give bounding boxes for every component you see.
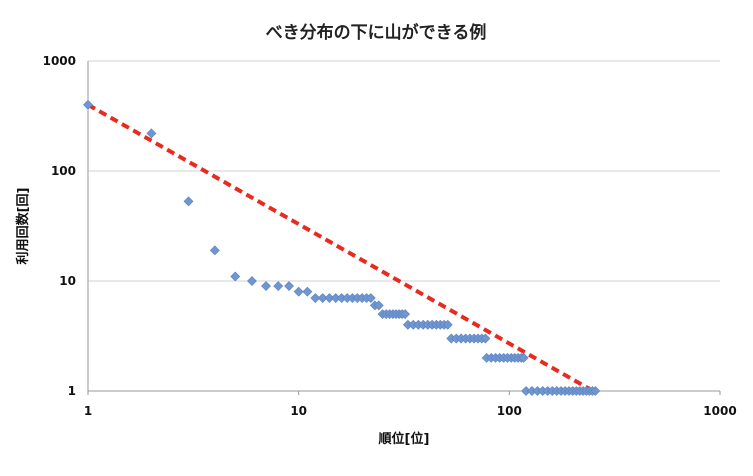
data-point (590, 386, 601, 396)
data-points (83, 99, 601, 396)
data-point (293, 286, 304, 297)
y-tick-label: 10 (59, 274, 76, 288)
data-point (209, 245, 220, 256)
data-point (310, 293, 321, 303)
data-point (317, 293, 328, 303)
data-point (365, 293, 376, 303)
data-point (247, 276, 257, 286)
axes (87, 61, 721, 395)
trend-line (87, 103, 595, 393)
data-point (373, 300, 384, 311)
x-tick-label: 100 (497, 404, 522, 418)
data-point (261, 281, 271, 291)
data-point (146, 128, 157, 139)
x-tick-label: 1 (84, 404, 92, 418)
data-point (480, 333, 491, 344)
x-axis-label: 順位[位] (379, 431, 430, 447)
y-axis-label: 利用回数[回] (15, 188, 31, 265)
data-point (518, 352, 529, 363)
data-point (400, 309, 411, 320)
y-tick-label: 100 (51, 164, 76, 178)
data-point (83, 99, 93, 110)
data-point (273, 281, 284, 291)
x-tick-label: 10 (290, 404, 307, 418)
data-point (442, 319, 453, 330)
y-tick-label: 1 (68, 384, 76, 398)
data-point (183, 196, 194, 207)
grid-lines (88, 60, 720, 282)
y-tick-label: 1000 (43, 54, 76, 68)
x-tick-label: 1000 (703, 404, 736, 418)
chart-title: べき分布の下に山ができる例 (266, 22, 487, 43)
x-tick-labels: 1 10 100 1000 (84, 404, 737, 418)
data-point (302, 286, 313, 297)
data-point (230, 271, 241, 282)
y-tick-labels: 1 10 100 1000 (43, 54, 76, 398)
data-point (284, 281, 294, 291)
